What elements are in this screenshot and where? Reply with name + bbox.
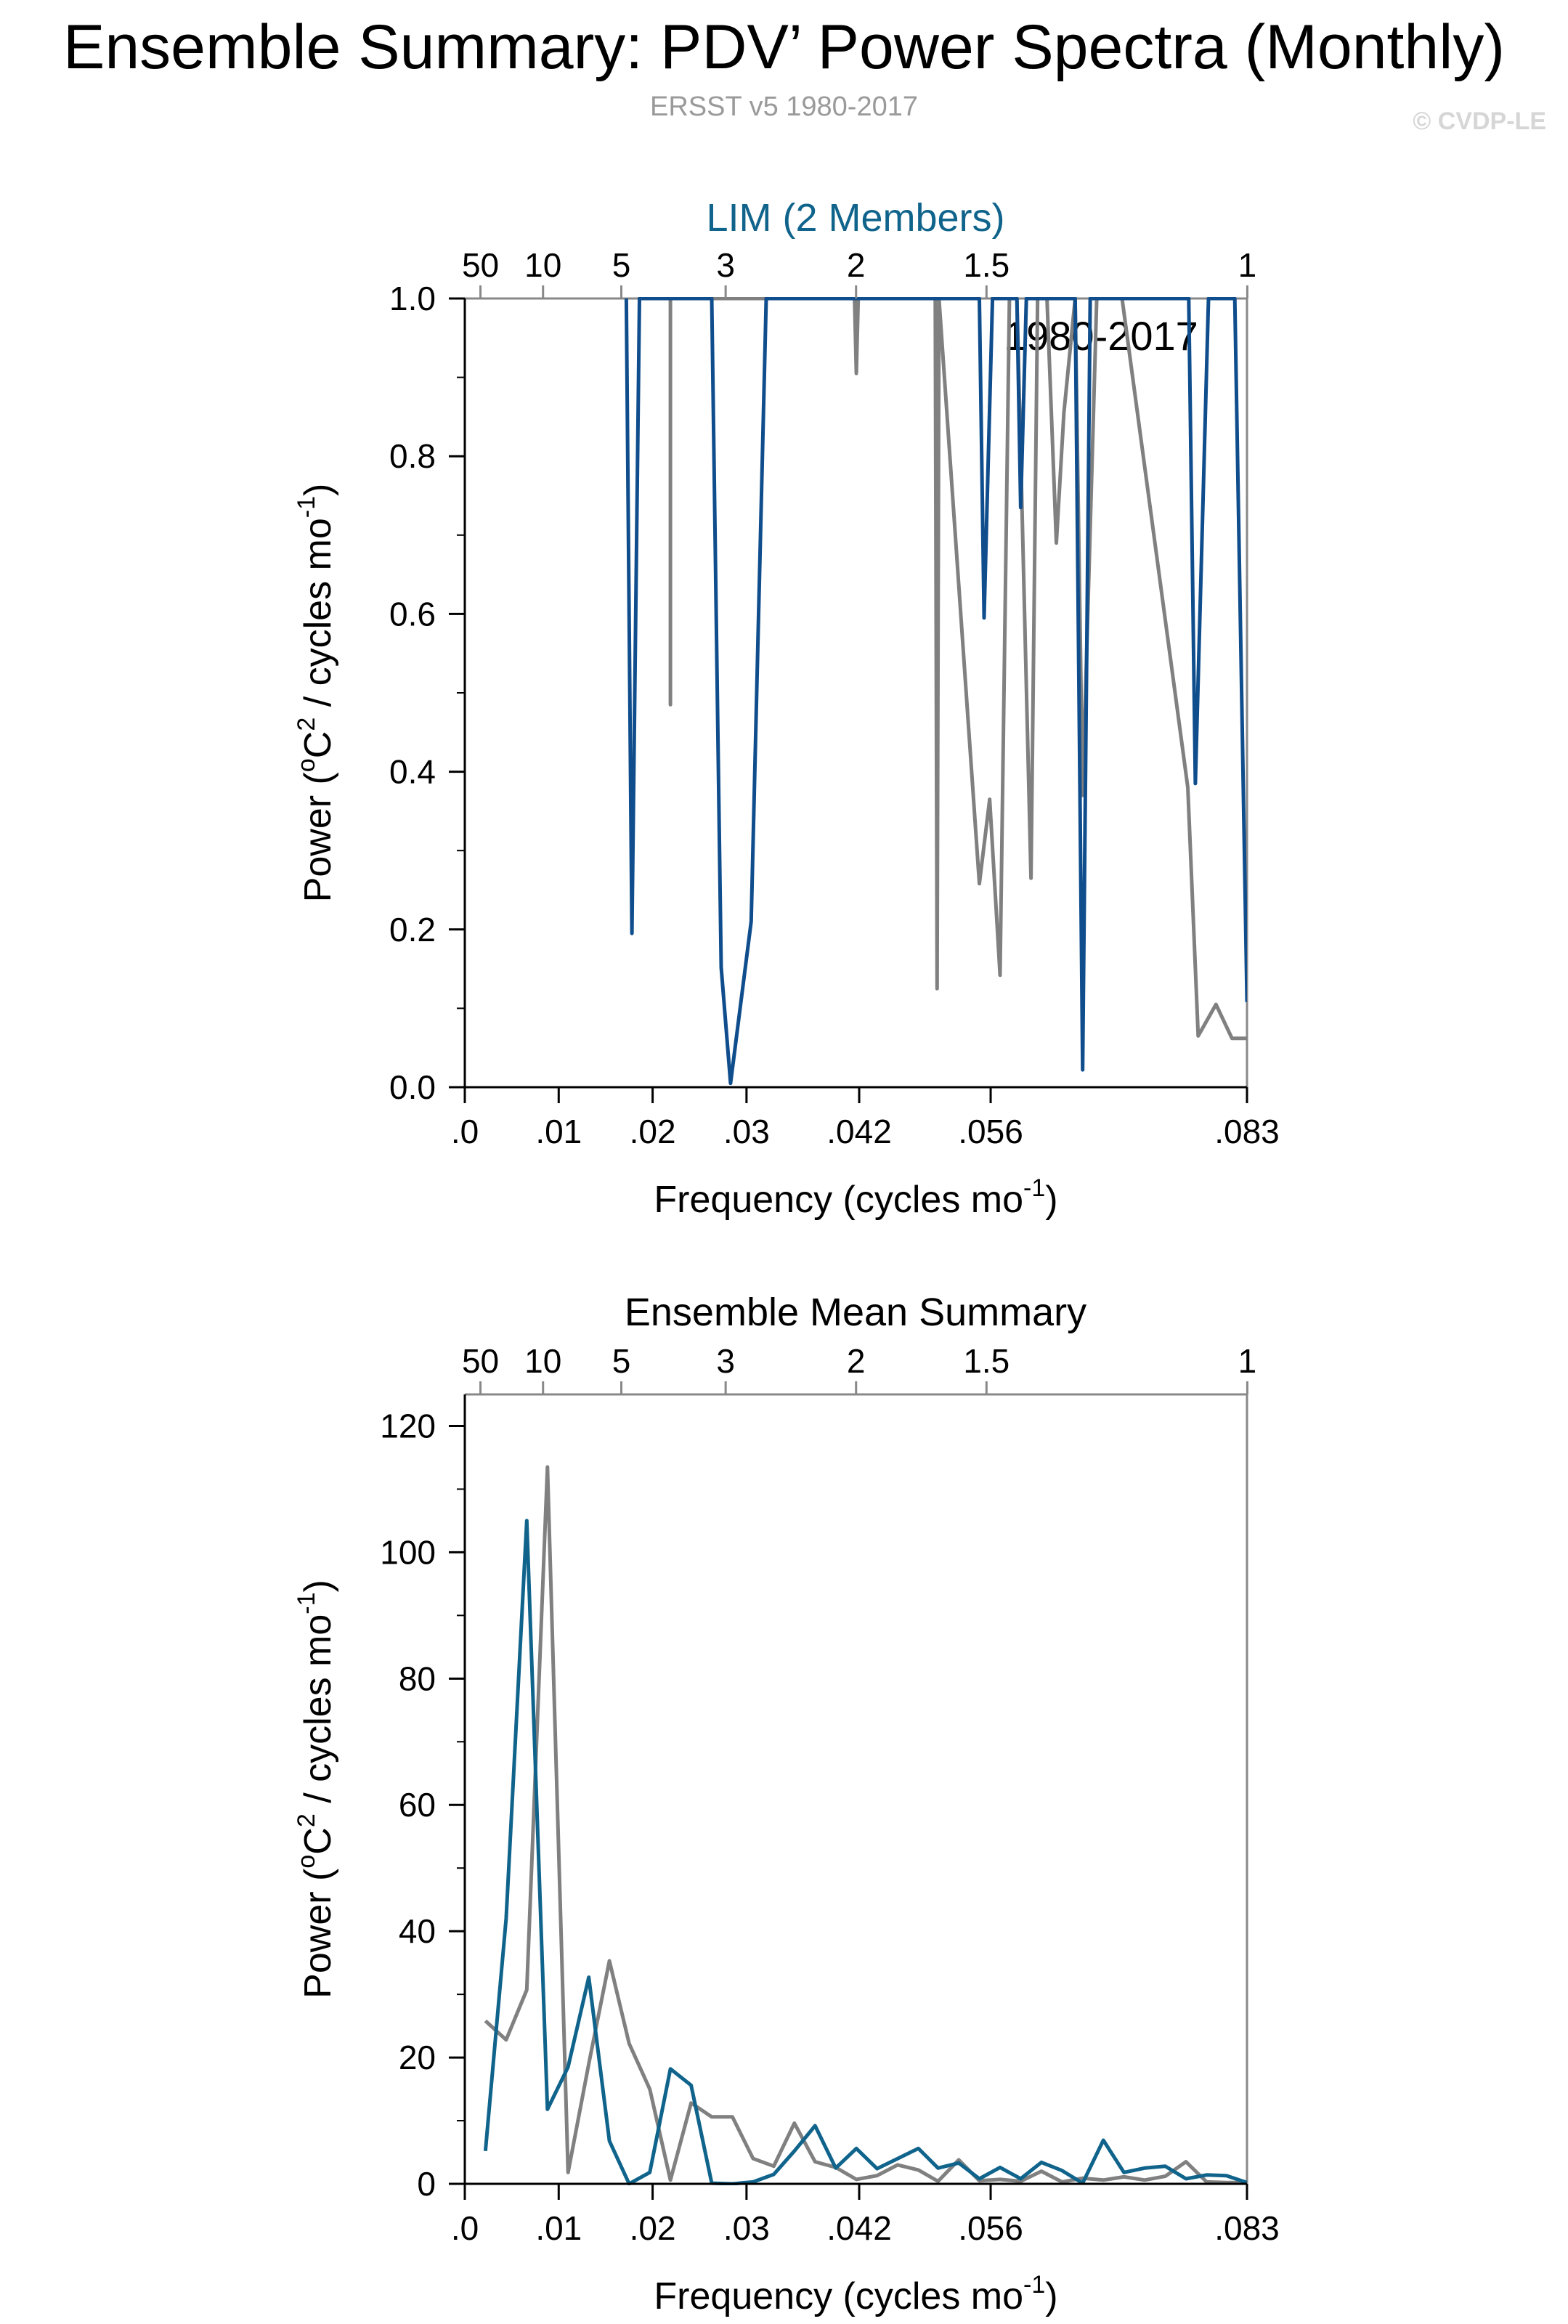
x-tick-label: .01 [535, 2209, 582, 2247]
y-axis-title-text: Power ( [297, 771, 339, 902]
y-tick-label: 120 [380, 1407, 436, 1445]
period-tick-label: 50 [462, 1342, 499, 1380]
period-tick-label: 5 [612, 1342, 631, 1380]
y-axis-title: Power (oC2 / cycles mo-1) [293, 1580, 339, 1999]
period-tick-label: 1 [1238, 246, 1257, 284]
x-tick-label: .02 [630, 2209, 676, 2247]
period-tick-label: 10 [524, 1342, 561, 1380]
x-axis-title-end: ) [1045, 1179, 1057, 1221]
y-tick-label: 60 [399, 1786, 436, 1824]
y-tick-label: 1.0 [389, 280, 436, 317]
y-axis-title-sup: 2 [293, 1813, 320, 1827]
series-line-1 [668, 297, 1247, 1041]
x-tick-label: .042 [826, 2209, 892, 2247]
chart-lim-members: LIM (2 Members) 1980-2017 0.00.20.40.60.… [293, 196, 1280, 1221]
x-tick-label: .02 [630, 1113, 676, 1150]
series-line-2 [483, 1519, 1247, 2185]
x-axis-title-text: Frequency (cycles mo [654, 1179, 1023, 1221]
x-tick-label: .056 [958, 1113, 1023, 1150]
period-tick-label: 3 [716, 246, 735, 284]
period-tick-label: 1.5 [963, 246, 1010, 284]
x-tick-label: .03 [723, 1113, 770, 1150]
panel-title: Ensemble Mean Summary [625, 1291, 1086, 1334]
x-axis-title: Frequency (cycles mo-1) [654, 1174, 1057, 1221]
period-tick-label: 3 [716, 1342, 735, 1380]
x-tick-label: .083 [1214, 2209, 1280, 2247]
series-line-1 [484, 1465, 1247, 2185]
x-tick-label: .01 [535, 1113, 582, 1150]
y-axis-title-text: / cycles mo [297, 518, 339, 718]
x-tick-label: .042 [826, 1113, 892, 1150]
y-axis-title: Power (oC2 / cycles mo-1) [293, 484, 339, 903]
y-axis-title-sup: o [293, 758, 320, 772]
y-axis-title-end: ) [297, 484, 339, 496]
x-tick-label: .0 [451, 1113, 479, 1150]
x-axis-title-end: ) [1045, 2275, 1057, 2317]
page-subtitle: ERSST v5 1980-2017 [650, 92, 918, 122]
x-axis-title-sup: -1 [1023, 2271, 1045, 2299]
x-axis-title: Frequency (cycles mo-1) [654, 2271, 1057, 2317]
period-tick-label: 50 [462, 246, 499, 284]
period-tick-label: 2 [847, 246, 866, 284]
period-tick-label: 1.5 [963, 1342, 1010, 1380]
x-axis-title-text: Frequency (cycles mo [654, 2275, 1023, 2317]
page-title: Ensemble Summary: PDV’ Power Spectra (Mo… [62, 12, 1505, 82]
y-axis-title-sup: -1 [293, 1593, 320, 1614]
y-axis-title-text: Power ( [297, 1868, 339, 1999]
x-tick-label: .03 [723, 2209, 770, 2247]
y-tick-label: 0.8 [389, 437, 436, 475]
y-tick-label: 20 [399, 2039, 436, 2076]
x-tick-label: .0 [451, 2209, 479, 2247]
y-axis-title-sup: 2 [293, 718, 320, 731]
period-tick-label: 2 [847, 1342, 866, 1380]
period-tick-label: 1 [1238, 1342, 1257, 1380]
y-axis-title-text: / cycles mo [297, 1614, 339, 1814]
y-tick-label: 80 [399, 1659, 436, 1697]
y-tick-label: 0.2 [389, 911, 436, 948]
x-tick-label: .083 [1214, 1113, 1280, 1150]
y-tick-label: 40 [399, 1912, 436, 1950]
y-tick-label: 0.6 [389, 595, 436, 633]
y-tick-label: 100 [380, 1533, 436, 1571]
y-tick-label: 0.0 [389, 1068, 436, 1106]
copyright-watermark: © CVDP-LE [1413, 107, 1546, 135]
period-tick-label: 5 [612, 246, 631, 284]
y-axis-title-end: ) [297, 1580, 339, 1592]
x-tick-label: .056 [958, 2209, 1023, 2247]
y-axis-title-sup: -1 [293, 496, 320, 518]
series-line-2 [624, 297, 1247, 1086]
y-axis-title-text: C [297, 1827, 339, 1855]
y-tick-label: 0.4 [389, 753, 436, 791]
y-axis-title-text: C [297, 731, 339, 759]
y-tick-label: 0 [417, 2165, 436, 2203]
period-tick-label: 10 [524, 246, 561, 284]
y-axis-title-sup: o [293, 1855, 320, 1869]
x-axis-title-sup: -1 [1023, 1174, 1045, 1202]
panel-title: LIM (2 Members) [706, 196, 1004, 240]
